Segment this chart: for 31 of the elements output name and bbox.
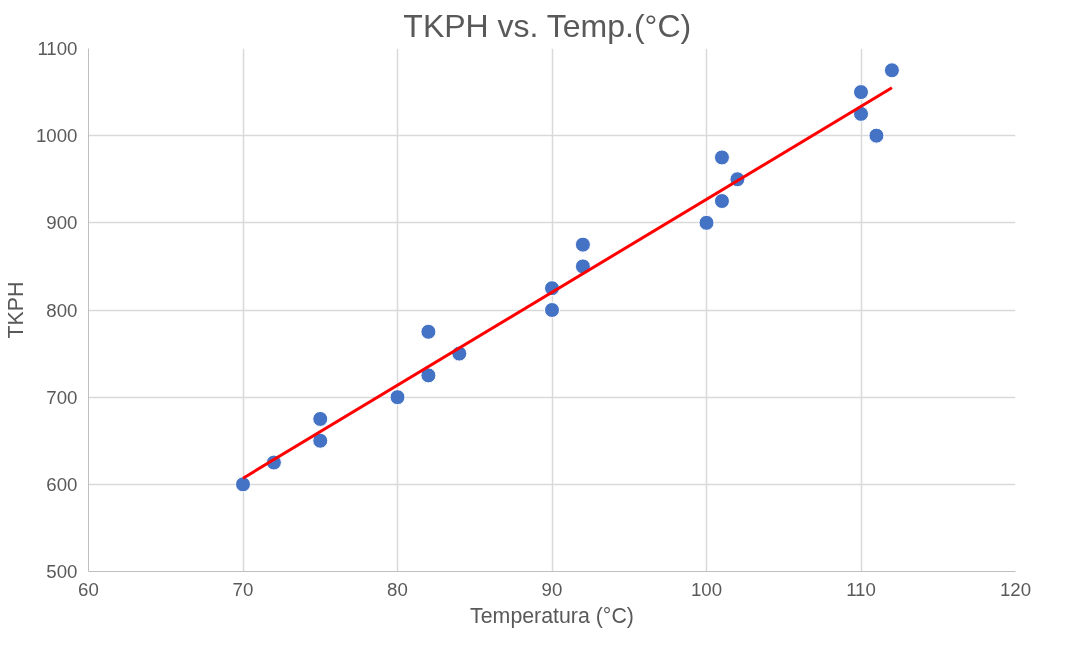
y-tick-label: 1000	[36, 125, 78, 147]
y-tick-label: 500	[46, 561, 78, 582]
y-tick-label: 600	[46, 473, 78, 495]
x-tick-label: 120	[999, 578, 1032, 600]
point	[312, 410, 329, 427]
point	[544, 302, 560, 318]
point	[420, 323, 437, 340]
x-tick-label: 60	[78, 578, 99, 600]
point	[420, 367, 437, 384]
point	[713, 149, 730, 166]
y-tick-label: 900	[46, 212, 78, 234]
point	[883, 62, 900, 79]
y-tick-label: 700	[46, 386, 78, 408]
x-tick-label: 110	[846, 578, 876, 600]
x-axis-title: Temperatura (°C)	[470, 603, 634, 628]
point	[389, 389, 406, 406]
x-tick-label: 70	[232, 578, 254, 600]
chart-title: TKPH vs. Temp.(°C)	[403, 7, 692, 44]
x-tick-label: 80	[387, 578, 408, 600]
point	[868, 127, 885, 144]
point	[312, 432, 329, 449]
y-axis-title: TKPH	[4, 281, 28, 339]
x-tick-label: 100	[690, 578, 723, 600]
point	[713, 193, 730, 210]
point	[235, 476, 251, 493]
point	[698, 214, 715, 231]
x-tick-label: 90	[541, 578, 563, 600]
y-tick-label: 800	[46, 299, 78, 321]
y-tick-label: 1100	[37, 38, 78, 59]
point	[853, 84, 869, 101]
point	[574, 236, 591, 253]
